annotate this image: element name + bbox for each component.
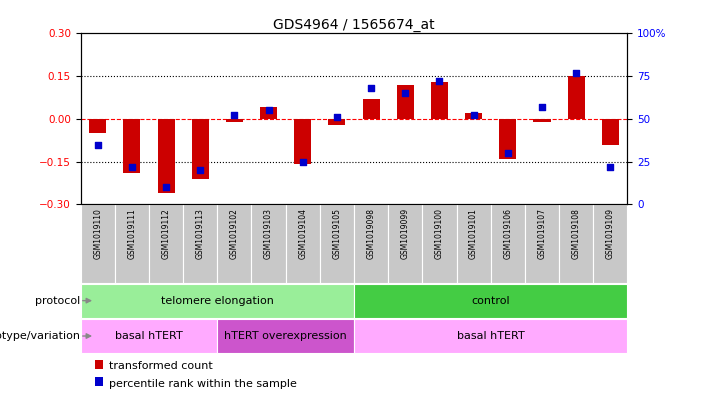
Bar — [158, 119, 175, 193]
Text: GSM1019101: GSM1019101 — [469, 208, 478, 259]
Bar — [499, 119, 517, 159]
Point — [161, 184, 172, 190]
Bar — [491, 204, 525, 283]
Text: GSM1019099: GSM1019099 — [401, 208, 410, 259]
Text: genotype/variation: genotype/variation — [0, 331, 80, 341]
Text: GSM1019100: GSM1019100 — [435, 208, 444, 259]
Text: percentile rank within the sample: percentile rank within the sample — [109, 378, 297, 389]
Bar — [328, 119, 346, 125]
Bar — [559, 204, 593, 283]
Title: GDS4964 / 1565674_at: GDS4964 / 1565674_at — [273, 18, 435, 32]
Bar — [226, 119, 243, 122]
Text: GSM1019113: GSM1019113 — [196, 208, 205, 259]
Text: GSM1019112: GSM1019112 — [161, 208, 170, 259]
Bar — [354, 204, 388, 283]
Bar — [183, 204, 217, 283]
Point — [400, 90, 411, 96]
Point — [297, 158, 308, 165]
Bar — [217, 204, 252, 283]
Text: GSM1019104: GSM1019104 — [298, 208, 307, 259]
Bar — [568, 76, 585, 119]
Bar — [388, 204, 422, 283]
Point — [229, 112, 240, 119]
Bar — [81, 319, 217, 353]
Point — [195, 167, 206, 173]
Bar — [252, 204, 286, 283]
Text: protocol: protocol — [34, 296, 80, 306]
Bar — [81, 204, 115, 283]
Point — [571, 70, 582, 76]
Text: GSM1019102: GSM1019102 — [230, 208, 239, 259]
Bar — [601, 119, 619, 145]
Text: GSM1019105: GSM1019105 — [332, 208, 341, 259]
Bar — [115, 204, 149, 283]
Text: basal hTERT: basal hTERT — [457, 331, 524, 341]
Point — [126, 163, 137, 170]
Bar — [354, 319, 627, 353]
Bar — [456, 204, 491, 283]
Bar — [533, 119, 550, 122]
Text: transformed count: transformed count — [109, 361, 212, 371]
Text: basal hTERT: basal hTERT — [115, 331, 183, 341]
Text: GSM1019103: GSM1019103 — [264, 208, 273, 259]
Point — [263, 107, 274, 114]
Point — [605, 163, 616, 170]
Point — [365, 85, 376, 91]
Bar — [294, 119, 311, 164]
Text: GSM1019106: GSM1019106 — [503, 208, 512, 259]
Point — [468, 112, 479, 119]
Text: telomere elongation: telomere elongation — [161, 296, 274, 306]
Bar — [260, 107, 277, 119]
Bar — [362, 99, 380, 119]
Bar — [286, 204, 320, 283]
Bar — [191, 119, 209, 179]
Text: GSM1019108: GSM1019108 — [571, 208, 580, 259]
Bar — [123, 119, 140, 173]
Text: control: control — [471, 296, 510, 306]
Bar — [149, 204, 183, 283]
Bar — [89, 119, 107, 133]
Bar — [320, 204, 354, 283]
Bar — [525, 204, 559, 283]
Bar — [465, 113, 482, 119]
Bar — [354, 284, 627, 318]
Point — [434, 78, 445, 84]
Bar — [593, 204, 627, 283]
Point — [92, 141, 103, 148]
Bar — [217, 319, 354, 353]
Point — [536, 104, 547, 110]
Point — [332, 114, 343, 120]
Text: hTERT overexpression: hTERT overexpression — [224, 331, 347, 341]
Bar — [431, 82, 448, 119]
Bar — [422, 204, 456, 283]
Text: GSM1019111: GSM1019111 — [128, 208, 137, 259]
Text: GSM1019107: GSM1019107 — [538, 208, 547, 259]
Text: GSM1019109: GSM1019109 — [606, 208, 615, 259]
Text: GSM1019098: GSM1019098 — [367, 208, 376, 259]
Text: GSM1019110: GSM1019110 — [93, 208, 102, 259]
Bar — [397, 84, 414, 119]
Point — [502, 150, 513, 156]
Bar — [81, 284, 354, 318]
